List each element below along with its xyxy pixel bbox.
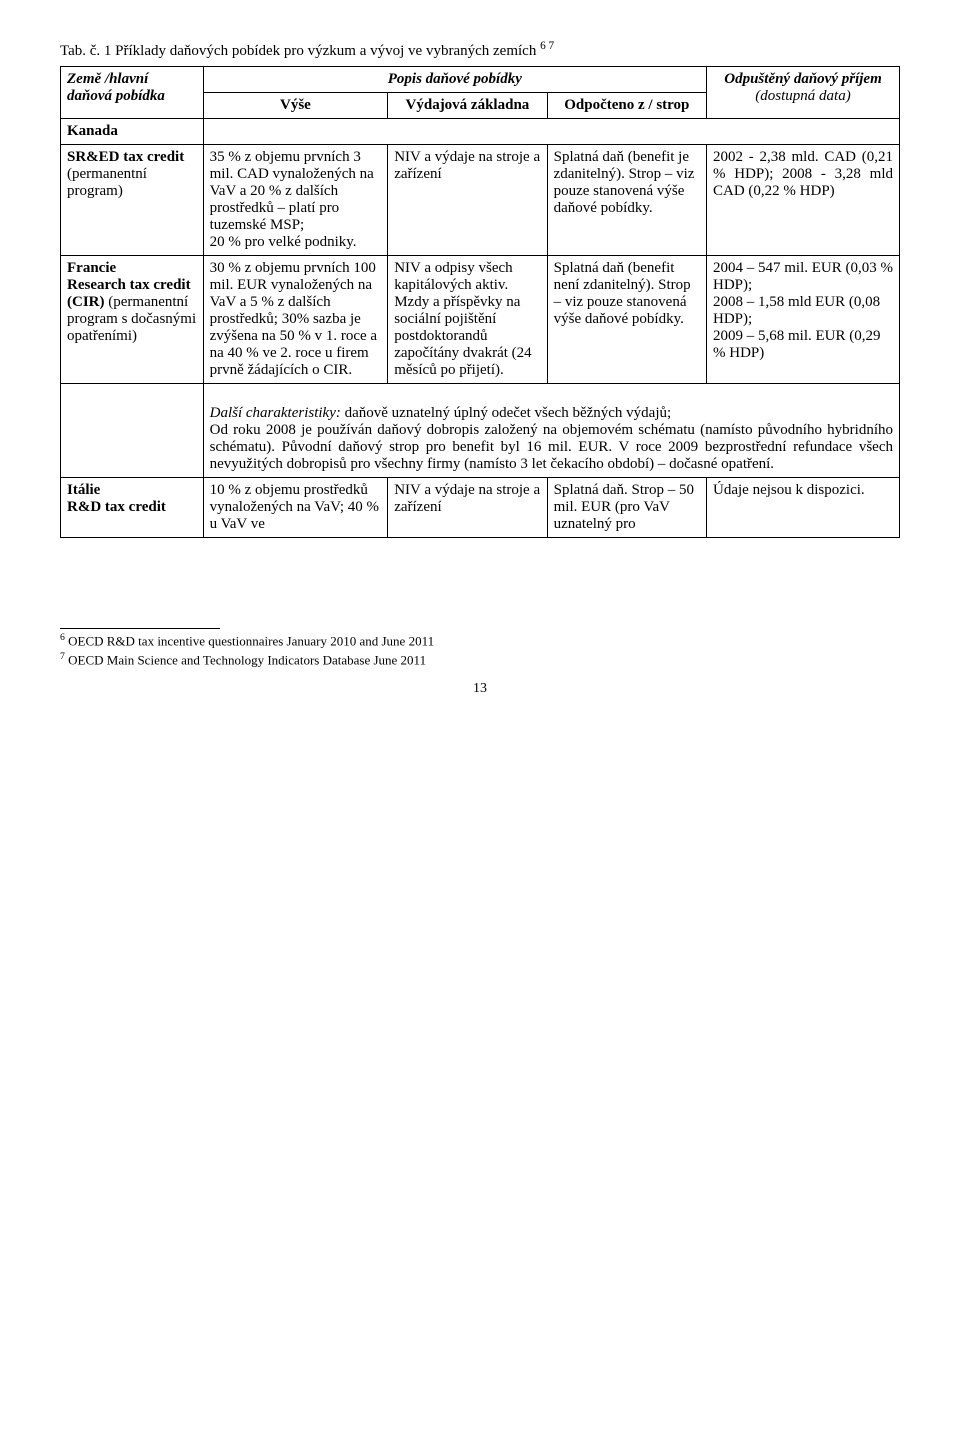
italie-zakladna: NIV a výdaje na stroje a zařízení	[388, 478, 547, 538]
kanada-blank	[203, 119, 899, 145]
table-caption: Tab. č. 1 Příklady daňových pobídek pro …	[60, 40, 900, 60]
footnote-6-text: OECD R&D tax incentive questionnaires Ja…	[68, 633, 434, 648]
francie-dalsi-label: Další charakteristiky:	[210, 405, 341, 421]
page-number: 13	[60, 681, 900, 697]
header-vydajova: Výdajová základna	[388, 93, 547, 119]
francie-strop: Splatná daň (benefit není zdanitelný). S…	[547, 256, 706, 384]
row-kanada-heading: Kanada	[61, 119, 900, 145]
caption-footnote-refs: 6 7	[540, 40, 554, 52]
francie-prijmy: 2004 – 547 mil. EUR (0,03 % HDP); 2008 –…	[707, 256, 900, 384]
footnote-7-text: OECD Main Science and Technology Indicat…	[68, 653, 426, 668]
footnote-7: 7 OECD Main Science and Technology Indic…	[60, 651, 900, 668]
francie-dalsi-leftblank	[61, 384, 204, 478]
italie-left: Itálie R&D tax credit	[61, 478, 204, 538]
header-popis: Popis daňové pobídky	[203, 67, 706, 93]
header-odpusteny-title: Odpuštěný daňový příjem	[724, 71, 882, 87]
francie-dalsi: Další charakteristiky: daňově uznatelný …	[203, 384, 899, 478]
kanada-zakladna: NIV a výdaje na stroje a zařízení	[388, 145, 547, 256]
table-header-row-1: Země /hlavní daňová pobídka Popis daňové…	[61, 67, 900, 93]
kanada-prijmy: 2002 - 2,38 mld. CAD (0,21 % HDP); 2008 …	[707, 145, 900, 256]
francie-left2: Francie Research tax credit (CIR) (perma…	[61, 256, 204, 384]
italie-strop: Splatná daň. Strop – 50 mil. EUR (pro Va…	[547, 478, 706, 538]
italie-vyse: 10 % z objemu prostředků vynaložených na…	[203, 478, 388, 538]
italie-prijmy: Údaje nejsou k dispozici.	[707, 478, 900, 538]
italie-left-bold: R&D tax credit	[67, 499, 166, 515]
header-country: Země /hlavní daňová pobídka	[61, 67, 204, 119]
kanada-strop: Splatná daň (benefit je zdanitelný). Str…	[547, 145, 706, 256]
caption-text: Tab. č. 1 Příklady daňových pobídek pro …	[60, 43, 536, 59]
header-odpusteny-sub: (dostupná data)	[755, 88, 850, 104]
francie-zakladna: NIV a odpisy všech kapitálových aktiv. M…	[388, 256, 547, 384]
kanada-country: Kanada	[61, 119, 204, 145]
kanada-left-bold: SR&ED tax credit	[67, 149, 184, 165]
kanada-left: SR&ED tax credit (permanentní program)	[61, 145, 204, 256]
footnote-separator	[60, 628, 220, 629]
row-kanada-data: SR&ED tax credit (permanentní program) 3…	[61, 145, 900, 256]
header-odpocteno: Odpočteno z / strop	[547, 93, 706, 119]
footnote-7-num: 7	[60, 651, 65, 662]
header-odpusteny: Odpuštěný daňový příjem (dostupná data)	[707, 67, 900, 119]
tax-incentives-table: Země /hlavní daňová pobídka Popis daňové…	[60, 66, 900, 256]
kanada-left-rest: (permanentní program)	[67, 166, 147, 199]
footnote-6-num: 6	[60, 632, 65, 643]
header-vyse: Výše	[203, 93, 388, 119]
kanada-vyse: 35 % z objemu prvních 3 mil. CAD vynalož…	[203, 145, 388, 256]
francie-country2: Francie	[67, 260, 116, 276]
row-italie: Itálie R&D tax credit 10 % z objemu pros…	[61, 478, 900, 538]
italie-country: Itálie	[67, 482, 100, 498]
tax-incentives-table-continued: Francie Research tax credit (CIR) (perma…	[60, 255, 900, 538]
footnote-6: 6 OECD R&D tax incentive questionnaires …	[60, 632, 900, 649]
row-francie: Francie Research tax credit (CIR) (perma…	[61, 256, 900, 384]
row-francie-dalsi: Další charakteristiky: daňově uznatelný …	[61, 384, 900, 478]
francie-vyse: 30 % z objemu prvních 100 mil. EUR vynal…	[203, 256, 388, 384]
